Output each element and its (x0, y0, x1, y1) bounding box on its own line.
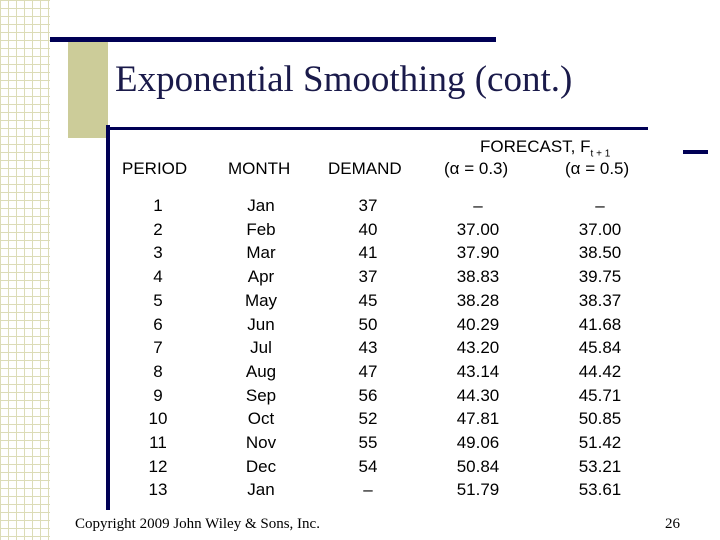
table-cell: Jun (247, 314, 275, 334)
table-cell: 49.06 (456, 433, 500, 453)
horizontal-rule (108, 127, 648, 130)
table-cell: 44.30 (456, 385, 500, 405)
header-month: MONTH (228, 159, 291, 178)
table-cell: 41 (358, 243, 378, 263)
table-cell: 37 (358, 267, 378, 287)
table-cell: 52 (358, 409, 378, 429)
table-cell: 37.00 (456, 219, 500, 239)
table-cell: 9 (153, 385, 163, 405)
table-cell: 45 (358, 290, 378, 310)
period-column: 1 2 3 4 5 6 7 8 9 10 11 12 13 (140, 194, 176, 502)
table-cell: 50.84 (456, 456, 500, 476)
decorative-block (68, 38, 108, 138)
table-cell: – (595, 196, 605, 215)
table-cell: Apr (247, 267, 275, 287)
forecast-alpha-05-column: – 37.00 38.50 39.75 38.37 41.68 45.84 44.42 45.7… (572, 194, 628, 502)
copyright-text: Copyright 2009 John Wiley & Sons, Inc. (75, 516, 320, 532)
table-cell: Mar (246, 243, 276, 263)
table-cell: 4 (153, 267, 163, 287)
table-cell: 45.71 (578, 385, 622, 405)
table-cell: Dec (245, 456, 277, 476)
vertical-rule (106, 125, 110, 510)
table-cell: 41.68 (578, 314, 622, 334)
header-alpha-05: (α = 0.5) (565, 159, 630, 178)
table-cell: 3 (153, 243, 163, 263)
table-cell: 13 (148, 480, 168, 500)
table-cell: 44.42 (578, 361, 622, 381)
table-cell: 38.50 (578, 243, 622, 263)
table-cell: 37 (358, 196, 378, 215)
table-cell: 11 (149, 433, 167, 453)
table-cell: May (244, 290, 278, 310)
table-cell: 40 (358, 219, 378, 239)
table-cell: 43.20 (456, 338, 500, 358)
table-cell: Jan (247, 480, 275, 500)
month-column: Jan Feb Mar Apr May Jun Jul Aug Sep Oct Nov Dec Jan (236, 194, 286, 502)
table-cell: Nov (245, 433, 277, 453)
header-demand: DEMAND (328, 159, 402, 178)
table-cell: 38.28 (456, 290, 500, 310)
header-forecast-subscript: t + 1 (590, 148, 611, 160)
table-cell: – (473, 196, 483, 215)
table-cell: 10 (148, 409, 168, 429)
table-cell: 50 (358, 314, 378, 334)
table-cell: Sep (245, 385, 277, 405)
table-cell: 53.61 (578, 480, 622, 500)
table-cell: Feb (246, 219, 276, 239)
demand-column: 37 40 41 37 45 50 43 47 56 52 55 54 – (353, 194, 383, 502)
table-cell: – (363, 480, 373, 500)
table-cell: Jan (247, 196, 275, 215)
table-cell: Oct (247, 409, 275, 429)
forecast-table: PERIOD MONTH DEMAND FORECAST, Ft + 1 (α … (110, 130, 648, 508)
header-period: PERIOD (122, 159, 188, 178)
table-cell: 38.37 (578, 290, 622, 310)
forecast-alpha-03-column: – 37.00 37.90 38.83 38.28 40.29 43.20 43.14 44.3… (450, 194, 506, 502)
table-cell: 53.21 (578, 456, 622, 476)
table-cell: Jul (250, 338, 272, 358)
table-cell: 56 (358, 385, 378, 405)
table-cell: Aug (245, 361, 277, 381)
slide-title: Exponential Smoothing (cont.) (115, 59, 573, 100)
table-cell: 47 (358, 361, 378, 381)
table-cell: 40.29 (456, 314, 500, 334)
table-cell: 39.75 (578, 267, 622, 287)
table-cell: 12 (148, 456, 168, 476)
table-cell: 2 (153, 219, 163, 239)
table-cell: 43 (358, 338, 378, 358)
top-rule (50, 37, 496, 42)
header-alpha-03: (α = 0.3) (444, 159, 509, 178)
table-cell: 38.83 (456, 267, 500, 287)
table-cell: 37.00 (578, 219, 622, 239)
table-cell: 50.85 (578, 409, 622, 429)
header-forecast-label: FORECAST, F (480, 137, 591, 156)
right-accent-bar (683, 150, 708, 154)
table-cell: 54 (358, 456, 378, 476)
decorative-grid (0, 0, 50, 540)
table-cell: 51.79 (456, 480, 500, 500)
table-cell: 55 (358, 433, 378, 453)
table-cell: 6 (153, 314, 163, 334)
table-cell: 45.84 (578, 338, 622, 358)
table-cell: 7 (153, 338, 163, 358)
header-forecast: FORECAST, Ft + 1 (480, 137, 610, 159)
table-cell: 1 (153, 196, 163, 215)
table-cell: 51.42 (578, 433, 622, 453)
table-cell: 47.81 (456, 409, 500, 429)
table-cell: 5 (153, 290, 163, 310)
page-number: 26 (665, 516, 680, 532)
table-cell: 37.90 (456, 243, 500, 263)
table-cell: 43.14 (456, 361, 500, 381)
table-cell: 8 (153, 361, 163, 381)
